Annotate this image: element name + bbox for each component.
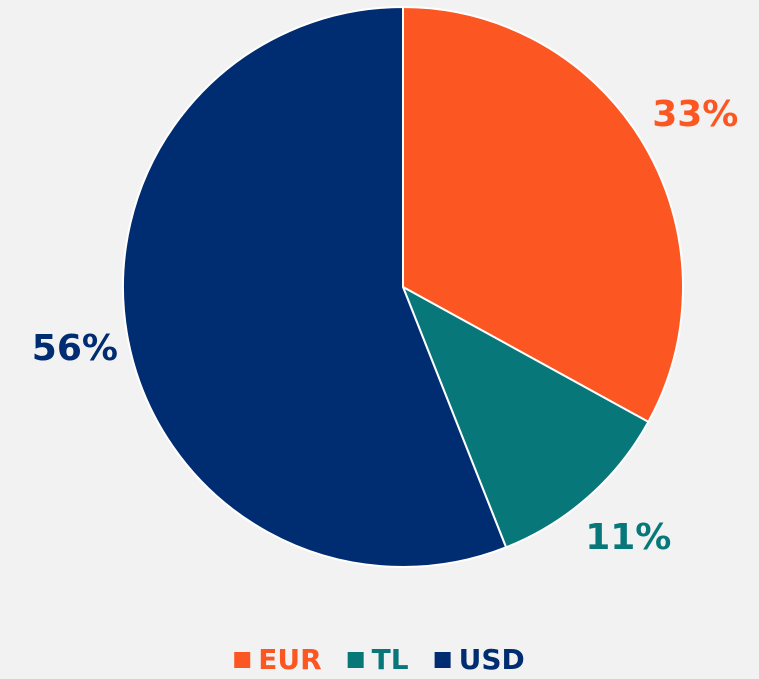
legend-label: TL [372,643,409,676]
legend-label: EUR [258,643,321,676]
data-label: 33% [652,94,738,135]
legend-swatch [234,652,251,668]
legend-label: USD [459,643,525,676]
pie-slice [401,284,650,549]
data-label: 56% [32,328,118,369]
pie-slice [402,5,684,424]
legend-swatch [434,652,451,668]
pie-slice [122,5,508,568]
legend-swatch [347,652,364,668]
data-label: 11% [585,517,671,558]
